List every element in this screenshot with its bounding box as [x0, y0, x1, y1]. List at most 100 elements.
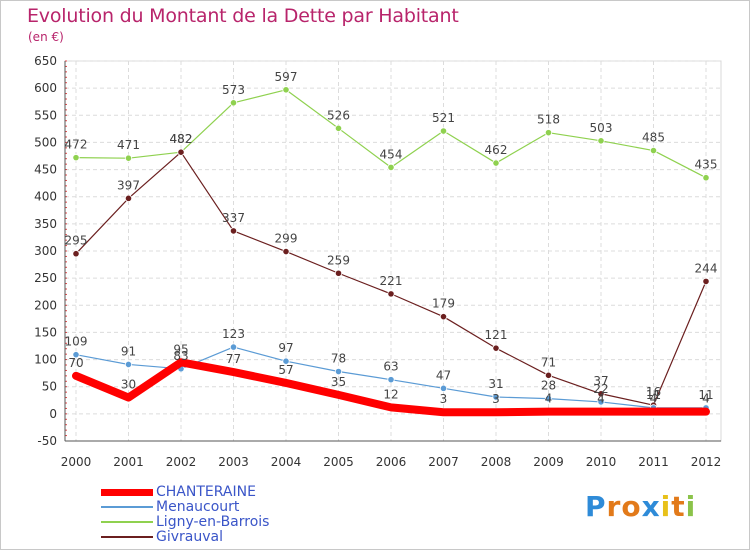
y-tick-label: 600 — [34, 81, 57, 95]
data-label: 462 — [485, 143, 508, 157]
data-label: 435 — [695, 158, 718, 172]
data-label: 3 — [492, 392, 500, 406]
data-label: 397 — [117, 178, 140, 192]
data-point — [282, 357, 290, 365]
data-point — [124, 194, 133, 202]
data-label: 179 — [432, 297, 455, 311]
data-point — [492, 344, 500, 352]
data-point — [229, 227, 238, 235]
data-label: 83 — [173, 349, 188, 363]
data-label: 3 — [440, 392, 448, 406]
data-point — [597, 398, 605, 406]
data-label: 121 — [485, 328, 508, 342]
legend-swatch — [101, 536, 153, 538]
data-label: 4 — [597, 392, 605, 406]
legend-label: Ligny-en-Barrois — [156, 514, 270, 530]
logo-letter: t — [671, 490, 686, 523]
data-point — [702, 277, 710, 285]
x-tick-label: 2005 — [323, 455, 354, 469]
legend-label: CHANTERAINE — [156, 484, 256, 500]
data-point — [702, 174, 710, 182]
data-label: 37 — [593, 374, 608, 388]
y-tick-label: -50 — [37, 434, 57, 448]
series-line-chanteraine — [72, 358, 710, 417]
data-label: 454 — [380, 147, 403, 161]
line-chart: -50 0 50 100 150 200 250 300 350 400 450 500 550 600 6… — [34, 54, 722, 469]
series-lines — [72, 86, 710, 417]
y-tick-label: 350 — [34, 217, 57, 231]
grid — [64, 60, 722, 442]
legend-label: Givrauval — [156, 529, 223, 545]
data-point — [334, 367, 343, 376]
x-tick-label: 2001 — [113, 455, 144, 469]
data-point — [282, 86, 290, 94]
x-tick-label: 2003 — [218, 455, 249, 469]
data-point — [439, 313, 448, 321]
data-point — [124, 154, 133, 162]
data-label: 11 — [646, 388, 661, 402]
legend-swatch — [101, 488, 153, 496]
y-tick-label: 200 — [34, 298, 57, 312]
data-label: 482 — [170, 132, 193, 146]
y-tick-label: 500 — [34, 135, 57, 149]
data-label: 295 — [65, 234, 88, 248]
data-point — [544, 371, 553, 379]
x-tick-label: 2010 — [586, 455, 617, 469]
y-tick-label: 0 — [49, 407, 57, 421]
data-label: 123 — [222, 327, 245, 341]
data-point — [597, 137, 605, 145]
data-point — [177, 148, 185, 156]
data-label: 95 — [173, 342, 188, 356]
data-label: 482 — [170, 132, 193, 146]
data-label: 97 — [278, 341, 293, 355]
data-point — [439, 384, 448, 392]
logo-letter: P — [585, 490, 607, 523]
data-point — [124, 360, 133, 369]
data-point — [597, 390, 605, 398]
data-label: 259 — [327, 253, 350, 267]
data-label: 4 — [545, 392, 553, 406]
data-point — [229, 343, 238, 351]
data-point — [282, 247, 290, 256]
y-tick-label: 250 — [34, 271, 57, 285]
data-label: 221 — [380, 274, 403, 288]
data-label: 518 — [537, 113, 560, 127]
chart-unit-label: (en €) — [28, 30, 64, 44]
data-label: 485 — [642, 131, 665, 145]
logo-letter: i — [660, 490, 672, 523]
data-label: 4 — [650, 392, 658, 406]
x-tick-label: 2007 — [428, 455, 459, 469]
x-tick-label: 2011 — [638, 455, 669, 469]
data-label: 16 — [646, 385, 661, 399]
y-tick-label: 100 — [34, 353, 57, 367]
data-point — [492, 393, 500, 401]
logo-letter: r — [606, 490, 622, 523]
data-point — [387, 290, 395, 298]
data-label: 299 — [275, 232, 298, 246]
y-tick-label: 150 — [34, 325, 57, 339]
data-label: 47 — [436, 368, 451, 382]
data-point — [492, 159, 500, 167]
data-label: 31 — [488, 377, 503, 391]
data-label: 12 — [383, 387, 398, 401]
legend-swatch — [101, 506, 153, 508]
data-label: 71 — [541, 355, 556, 369]
data-label: 573 — [222, 83, 245, 97]
logo-letter: o — [621, 490, 642, 523]
data-point — [72, 154, 80, 162]
data-label: 28 — [541, 379, 556, 393]
x-tick-label: 2004 — [271, 455, 302, 469]
data-labels: 472 471 4825735975264545214625185034854352… — [65, 70, 718, 406]
x-tick-label: 2012 — [691, 455, 722, 469]
data-label: 11 — [698, 388, 713, 402]
data-label: 63 — [383, 360, 398, 374]
data-label: 337 — [222, 211, 245, 225]
data-label: 471 — [117, 138, 140, 152]
proxiti-logo: Proxiti — [585, 490, 696, 523]
data-label: 70 — [68, 356, 83, 370]
data-label: 472 — [65, 138, 88, 152]
data-point — [544, 395, 553, 403]
data-label: 78 — [331, 352, 346, 366]
x-tick-label: 2000 — [61, 455, 92, 469]
y-tick-label: 550 — [34, 108, 57, 122]
